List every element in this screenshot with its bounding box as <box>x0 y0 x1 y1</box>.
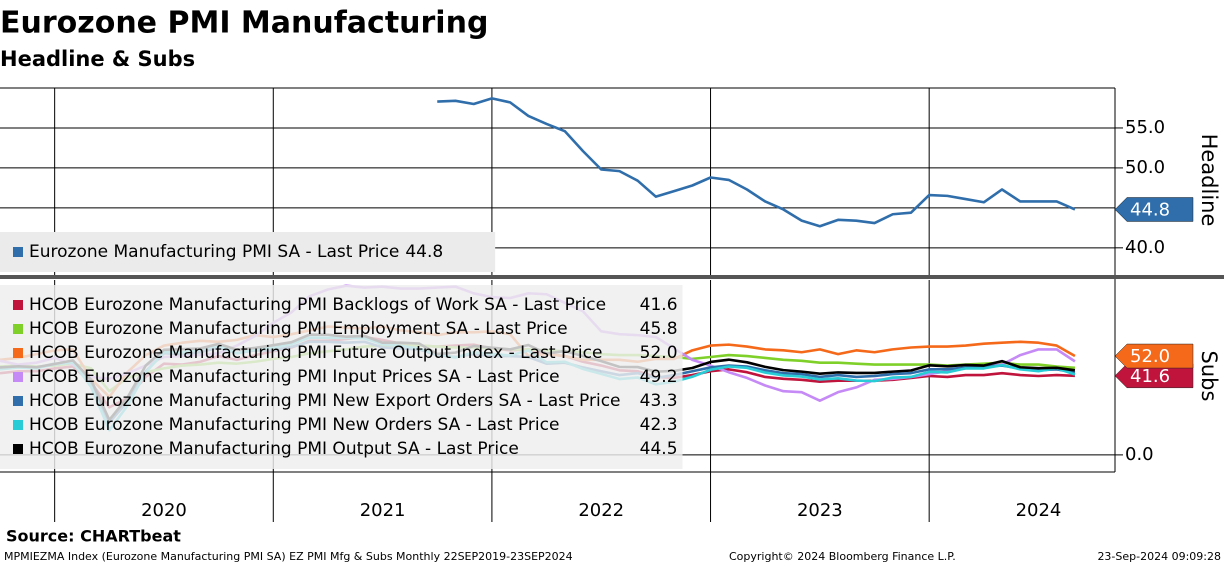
x-tick-label: 2022 <box>578 500 624 521</box>
x-tick-label: 2023 <box>797 500 843 521</box>
legend-swatch <box>13 420 23 430</box>
legend-swatch <box>13 372 23 382</box>
y-tick-label: 0.0 <box>1125 444 1154 465</box>
legend-value: 44.8 <box>405 242 443 262</box>
y-tick-label: 50.0 <box>1125 157 1165 178</box>
y-tick-label: 55.0 <box>1125 117 1165 138</box>
legend-value: 42.3 <box>640 415 678 435</box>
grid-layer: 40.0 50.0 55.0 0.0 2020 2021 2022 2023 2024 <box>0 88 1165 522</box>
chart-title: Eurozone PMI Manufacturing <box>0 6 488 41</box>
legend-swatch <box>13 247 23 257</box>
legend-value: 45.8 <box>640 319 678 339</box>
footer: MPMIEZMA Index (Eurozone Manufacturing P… <box>4 550 573 563</box>
value-tag <box>1114 197 1194 222</box>
value-tag-label: 44.8 <box>1130 199 1170 220</box>
legend-value: 41.6 <box>640 295 678 315</box>
legend-label: Eurozone Manufacturing PMI SA - Last Pri… <box>29 242 399 262</box>
legend-label: HCOB Eurozone Manufacturing PMI Employme… <box>29 319 568 339</box>
legend-value: 52.0 <box>640 343 678 363</box>
panel-separator <box>0 275 1224 279</box>
legend-value: 49.2 <box>640 367 678 387</box>
timestamp: 23-Sep-2024 09:09:28 <box>1097 550 1221 563</box>
legend-label: HCOB Eurozone Manufacturing PMI New Orde… <box>29 415 559 435</box>
overlay-layer: Headline Eurozone Manufacturing PMI SA - … <box>0 134 1221 469</box>
x-tick-label: 2021 <box>360 500 406 521</box>
series-line <box>437 97 1076 228</box>
value-tag-label: 41.6 <box>1130 366 1170 387</box>
legend-value: 43.3 <box>640 391 678 411</box>
value-tag <box>1114 343 1194 369</box>
legend-value: 44.5 <box>640 439 678 459</box>
y-tick-label: 40.0 <box>1125 237 1165 258</box>
value-tag-label: 52.0 <box>1130 346 1170 367</box>
legend-swatch <box>13 396 23 406</box>
legend-swatch <box>13 324 23 334</box>
legend-label: HCOB Eurozone Manufacturing PMI Backlogs… <box>29 295 606 315</box>
x-tick-label: 2024 <box>1016 500 1062 521</box>
legend-label: HCOB Eurozone Manufacturing PMI New Expo… <box>29 391 621 411</box>
copyright: Copyright© 2024 Bloomberg Finance L.P. <box>729 550 956 563</box>
legend-swatch <box>13 300 23 310</box>
legend-label: HCOB Eurozone Manufacturing PMI Input Pr… <box>29 367 560 387</box>
chart-subtitle: Headline & Subs <box>0 47 195 71</box>
legend-label: HCOB Eurozone Manufacturing PMI Future O… <box>29 343 602 363</box>
source: Source: CHARTbeat <box>6 527 181 546</box>
x-tick-label: 2020 <box>141 500 187 521</box>
legend-box <box>0 285 683 469</box>
legend-label: HCOB Eurozone Manufacturing PMI Output S… <box>29 439 519 459</box>
legend-swatch <box>13 348 23 358</box>
y-axis-label: Headline <box>1197 134 1221 227</box>
legend-box <box>0 232 496 272</box>
legend-swatch <box>13 444 23 454</box>
y-axis-label: Subs <box>1197 351 1221 402</box>
